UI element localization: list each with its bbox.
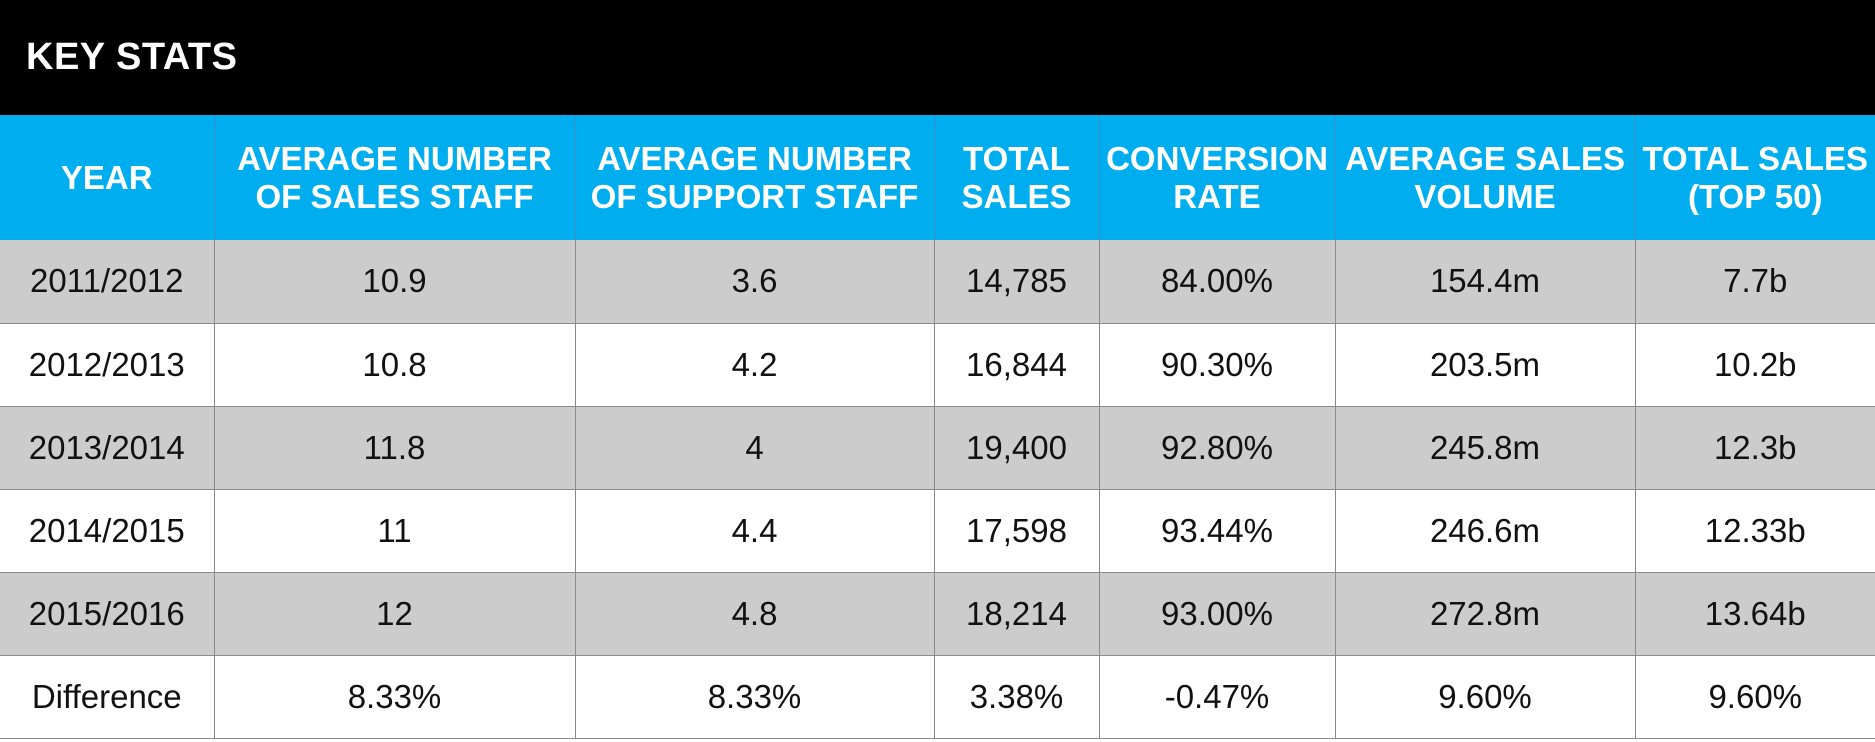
table-cell: 18,214 — [934, 572, 1100, 656]
column-header-avg-sales-staff: AVERAGE NUMBER OF SALES STAFF — [214, 115, 576, 240]
table-cell: 16,844 — [934, 323, 1100, 407]
table-cell: 4.4 — [575, 489, 935, 573]
table-cell: 4 — [575, 406, 935, 490]
difference-row: Difference 8.33% 8.33% 3.38% -0.47% 9.60… — [0, 655, 1875, 739]
table-title: KEY STATS — [0, 0, 1875, 115]
table-cell: 12.33b — [1635, 489, 1875, 573]
table-cell: 12.3b — [1635, 406, 1875, 490]
table-cell: 10.9 — [214, 240, 576, 324]
table-cell: 4.8 — [575, 572, 935, 656]
table-cell: 154.4m — [1335, 240, 1636, 324]
table-cell: 7.7b — [1635, 240, 1875, 324]
table-cell: 9.60% — [1635, 655, 1875, 739]
column-header-total-sales: TOTAL SALES — [934, 115, 1100, 240]
table-cell: 4.2 — [575, 323, 935, 407]
table-cell: 10.8 — [214, 323, 576, 407]
table-cell: 272.8m — [1335, 572, 1636, 656]
table-cell: 90.30% — [1099, 323, 1336, 407]
table-cell: 10.2b — [1635, 323, 1875, 407]
table-cell: 93.44% — [1099, 489, 1336, 573]
table-cell: 84.00% — [1099, 240, 1336, 324]
table-cell: 203.5m — [1335, 323, 1636, 407]
table-row: 2012/2013 10.8 4.2 16,844 90.30% 203.5m … — [0, 323, 1875, 407]
column-header-avg-support-staff: AVERAGE NUMBER OF SUPPORT STAFF — [575, 115, 935, 240]
column-header-avg-sales-volume: AVERAGE SALES VOLUME — [1335, 115, 1636, 240]
column-header-year: YEAR — [0, 115, 215, 240]
column-header-conversion-rate: CONVERSION RATE — [1099, 115, 1336, 240]
table-cell: 13.64b — [1635, 572, 1875, 656]
key-stats-table: YEAR AVERAGE NUMBER OF SALES STAFF AVERA… — [0, 115, 1875, 739]
table-cell: 8.33% — [214, 655, 576, 739]
table-cell: 2013/2014 — [0, 406, 215, 490]
table-cell: 3.6 — [575, 240, 935, 324]
table-cell: 12 — [214, 572, 576, 656]
table-cell: 2015/2016 — [0, 572, 215, 656]
table-cell: 246.6m — [1335, 489, 1636, 573]
table-cell: 14,785 — [934, 240, 1100, 324]
table-cell: 19,400 — [934, 406, 1100, 490]
table-cell: 92.80% — [1099, 406, 1336, 490]
table-cell: 11.8 — [214, 406, 576, 490]
table-row: 2011/2012 10.9 3.6 14,785 84.00% 154.4m … — [0, 240, 1875, 324]
table-cell: 2014/2015 — [0, 489, 215, 573]
table-cell: -0.47% — [1099, 655, 1336, 739]
table-row: 2013/2014 11.8 4 19,400 92.80% 245.8m 12… — [0, 406, 1875, 490]
table-row: 2015/2016 12 4.8 18,214 93.00% 272.8m 13… — [0, 572, 1875, 656]
table-cell: 9.60% — [1335, 655, 1636, 739]
table-cell: Difference — [0, 655, 215, 739]
table-cell: 2012/2013 — [0, 323, 215, 407]
table-row: 2014/2015 11 4.4 17,598 93.44% 246.6m 12… — [0, 489, 1875, 573]
table-cell: 93.00% — [1099, 572, 1336, 656]
column-header-total-sales-top50: TOTAL SALES (TOP 50) — [1635, 115, 1875, 240]
table-cell: 2011/2012 — [0, 240, 215, 324]
table-cell: 3.38% — [934, 655, 1100, 739]
table-cell: 11 — [214, 489, 576, 573]
table-cell: 245.8m — [1335, 406, 1636, 490]
header-row: YEAR AVERAGE NUMBER OF SALES STAFF AVERA… — [0, 115, 1875, 240]
table-cell: 8.33% — [575, 655, 935, 739]
table-cell: 17,598 — [934, 489, 1100, 573]
